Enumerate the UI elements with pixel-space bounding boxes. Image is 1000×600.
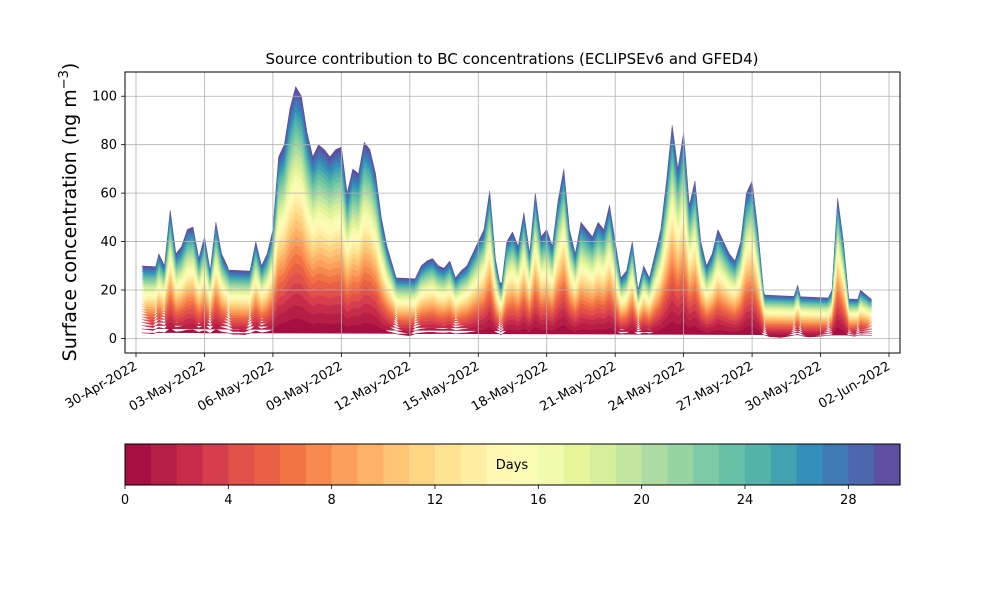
y-tick-label: 0 bbox=[109, 332, 117, 347]
colorbar-swatch bbox=[667, 444, 694, 485]
y-axis: 0 20 40 60 80 100 bbox=[92, 90, 125, 347]
colorbar-tick-label: 20 bbox=[633, 493, 650, 508]
stacked-areas bbox=[141, 85, 873, 338]
colorbar-swatch bbox=[150, 444, 178, 485]
colorbar-swatch bbox=[796, 444, 824, 485]
colorbar-swatch bbox=[770, 444, 798, 485]
colorbar-swatch bbox=[305, 444, 333, 485]
x-tick-label: 09-May-2022 bbox=[264, 359, 346, 415]
colorbar-swatch bbox=[564, 444, 591, 485]
x-tick-label: 02-Jun-2022 bbox=[816, 359, 893, 412]
colorbar-tick-label: 8 bbox=[328, 493, 336, 508]
x-tick-label: 24-May-2022 bbox=[606, 359, 688, 415]
x-tick-label: 06-May-2022 bbox=[195, 359, 277, 415]
colorbar-swatch bbox=[176, 444, 204, 485]
x-tick-label: 27-May-2022 bbox=[674, 359, 756, 415]
y-axis-label-superscript: −3 bbox=[57, 70, 72, 89]
y-tick-label: 100 bbox=[92, 90, 117, 105]
colorbar-tick-label: 28 bbox=[840, 493, 857, 508]
plot-frame bbox=[124, 71, 901, 354]
colorbar-swatch bbox=[357, 444, 384, 485]
y-tick-label: 40 bbox=[100, 235, 117, 250]
colorbar-swatch bbox=[538, 444, 565, 485]
colorbar-swatch bbox=[383, 444, 410, 485]
colorbar-swatch bbox=[280, 444, 307, 485]
colorbar bbox=[125, 444, 901, 485]
colorbar-swatch bbox=[228, 444, 255, 485]
colorbar-tick-label: 12 bbox=[427, 493, 444, 508]
x-tick-label: 12-May-2022 bbox=[332, 359, 414, 415]
x-tick-label: 21-May-2022 bbox=[538, 359, 620, 415]
colorbar-swatch bbox=[331, 444, 359, 485]
colorbar-swatch bbox=[848, 444, 875, 485]
colorbar-tick-label: 16 bbox=[530, 493, 547, 508]
x-tick-label: 15-May-2022 bbox=[401, 359, 483, 415]
y-axis-label: Surface concentration (ng m−3) bbox=[57, 63, 81, 362]
area-band-0 bbox=[141, 318, 872, 338]
y-axis-label-close: ) bbox=[59, 63, 81, 70]
chart-title: Source contribution to BC concentrations… bbox=[265, 50, 758, 68]
colorbar-swatch bbox=[409, 444, 436, 485]
colorbar-swatch bbox=[202, 444, 229, 485]
y-tick-label: 60 bbox=[100, 187, 117, 202]
colorbar-swatch bbox=[125, 444, 152, 485]
colorbar-swatch bbox=[641, 444, 669, 485]
x-tick-label: 18-May-2022 bbox=[469, 359, 551, 415]
y-axis-label-main: Surface concentration (ng m bbox=[59, 89, 81, 361]
colorbar-swatch bbox=[254, 444, 281, 485]
colorbar-swatch bbox=[719, 444, 746, 485]
colorbar-swatch bbox=[512, 444, 539, 485]
colorbar-swatch bbox=[486, 444, 514, 485]
colorbar-tick-label: 24 bbox=[737, 493, 754, 508]
colorbar-swatch bbox=[590, 444, 617, 485]
x-axis: 30-Apr-202203-May-202206-May-202209-May-… bbox=[63, 353, 893, 415]
x-tick-label: 03-May-2022 bbox=[127, 359, 209, 415]
x-tick-label: 30-May-2022 bbox=[743, 359, 825, 415]
colorbar-swatch bbox=[615, 444, 643, 485]
colorbar-tick-label: 0 bbox=[121, 493, 129, 508]
colorbar-label: Days bbox=[496, 458, 529, 473]
colorbar-ticks: 0 4 8 12 16 20 24 28 bbox=[121, 485, 857, 508]
y-tick-label: 20 bbox=[100, 284, 117, 299]
colorbar-frame bbox=[124, 443, 901, 486]
colorbar-tick-label: 4 bbox=[224, 493, 232, 508]
colorbar-swatch bbox=[874, 444, 901, 485]
colorbar-swatch bbox=[745, 444, 772, 485]
colorbar-swatch bbox=[435, 444, 462, 485]
y-tick-label: 80 bbox=[100, 138, 117, 153]
colorbar-swatch bbox=[693, 444, 720, 485]
colorbar-swatch bbox=[460, 444, 488, 485]
colorbar-swatch bbox=[822, 444, 849, 485]
grid-lines bbox=[125, 72, 900, 353]
